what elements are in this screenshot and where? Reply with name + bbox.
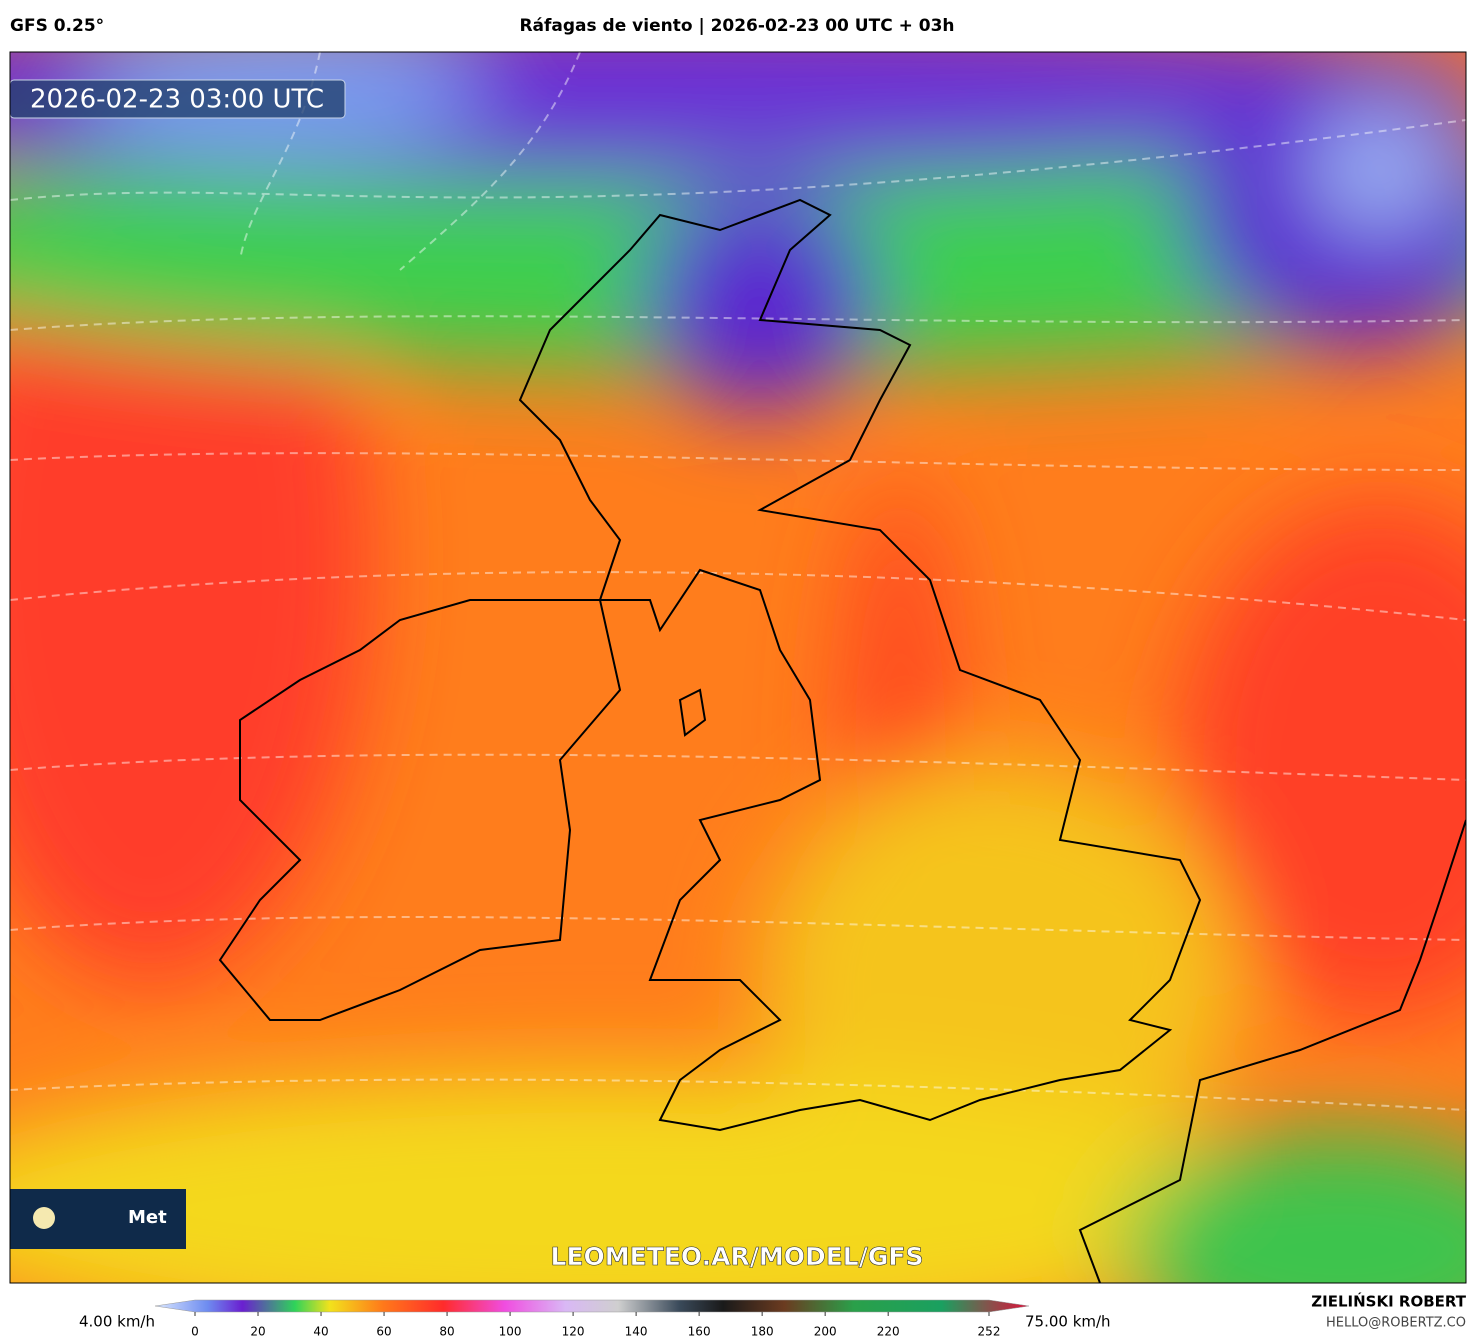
- map-frame: [9, 51, 1467, 1284]
- colorbar-tick-label: 60: [376, 1325, 391, 1339]
- coastlines: [218, 198, 1466, 1283]
- timestamp: 2026-02-23 03:00 UTC: [30, 85, 324, 115]
- colorbar-tick-label: 160: [688, 1325, 711, 1339]
- map-title: Ráfagas de viento | 2026-02-23 00 UTC + …: [519, 16, 954, 36]
- colorbar-ticks: 0 20 40 60 80 100 120 140 160 180 200 220 252: [191, 1312, 1000, 1339]
- colorbar-tick-label: 80: [439, 1325, 454, 1339]
- colorbar-tick-label: 140: [625, 1325, 648, 1339]
- colorbar-tick-label: 40: [313, 1325, 328, 1339]
- logo-sun: [33, 1207, 55, 1229]
- colorbar-tick-label: 220: [877, 1325, 900, 1339]
- colorbar-min: 4.00 km/h: [79, 1313, 155, 1331]
- colorbar-tick-label: 0: [191, 1325, 199, 1339]
- colorbar-tick-label: 20: [250, 1325, 265, 1339]
- colorbar: [154, 1299, 1030, 1313]
- colorbar-tick-label: 252: [978, 1325, 1001, 1339]
- colorbar-tick-label: 180: [751, 1325, 774, 1339]
- credit-email: HELLO@ROBERTZ.CO: [1326, 1316, 1466, 1331]
- timestamp-box: [10, 79, 346, 119]
- colorbar-tick-label: 120: [562, 1325, 585, 1339]
- colorbar-tick-label: 100: [499, 1325, 522, 1339]
- credit-name: ZIELIŃSKI ROBERT: [1311, 1292, 1466, 1311]
- model-label: GFS 0.25°: [10, 16, 104, 36]
- colorbar-tick-label: 200: [814, 1325, 837, 1339]
- colorbar-max: 75.00 km/h: [1025, 1313, 1111, 1331]
- logo-text: Met: [128, 1207, 167, 1228]
- watermark: LEOMETEO.AR/MODEL/GFS: [551, 1242, 924, 1271]
